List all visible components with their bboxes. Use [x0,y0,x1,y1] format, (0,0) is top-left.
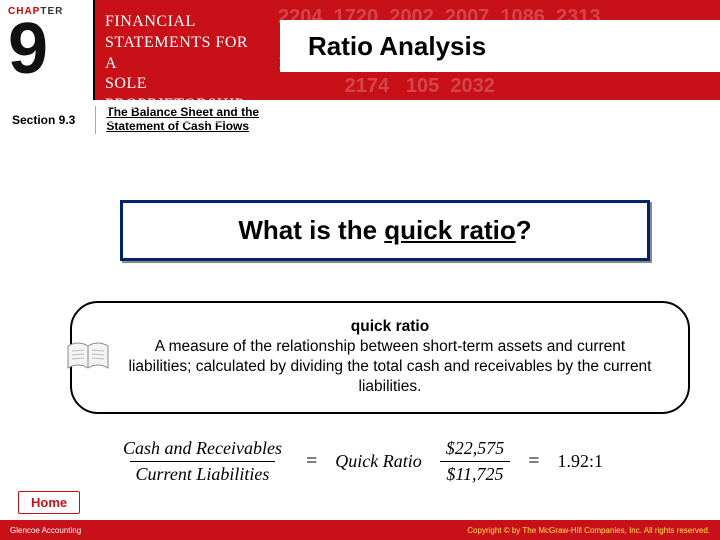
question-box: What is the quick ratio? [120,200,650,261]
subtitle-divider [105,122,260,123]
book-icon [66,340,110,374]
page-title: Ratio Analysis [280,20,720,72]
subtitle-line3: SOLE PROPRIETORSHIP [105,74,260,116]
question-suffix: ? [516,215,532,245]
equals-2: = [528,450,539,473]
footer-right: Copyright © by The McGraw-Hill Companies… [467,526,710,535]
formula-left-num: Cash and Receivables [117,438,288,461]
question-term: quick ratio [384,215,515,245]
subtitle-line1: FINANCIAL [105,12,260,33]
header: CHAPTER 9 FINANCIAL STATEMENTS FOR A SOL… [0,0,720,100]
section-label: Section 9.3 [12,113,75,127]
definition-body: A measure of the relationship between sh… [122,337,658,397]
formula-right-num: $22,575 [440,438,511,461]
home-button[interactable]: Home [18,491,80,514]
formula-left-fraction: Cash and Receivables Current Liabilities [117,438,288,485]
section-divider [95,106,96,134]
definition-term: quick ratio [122,317,658,337]
subtitle-block: FINANCIAL STATEMENTS FOR A SOLE PROPRIET… [95,0,270,100]
formula-right-fraction: $22,575 $11,725 [440,438,511,485]
formula-row: Cash and Receivables Current Liabilities… [0,438,720,485]
formula-right-den: $11,725 [440,461,509,485]
question-prefix: What is the [238,215,384,245]
formula-mid: Quick Ratio [335,451,421,472]
formula-left-den: Current Liabilities [130,461,276,485]
footer-left: Glencoe Accounting [10,526,81,535]
footer: Glencoe Accounting Copyright © by The Mc… [0,520,720,540]
chapter-number: 9 [8,19,93,80]
equals-1: = [306,450,317,473]
title-area: 2204 1720 2002 2007 1086 2313 117 1005 2… [270,0,720,100]
definition-box: quick ratio A measure of the relationshi… [70,301,690,414]
chapter-block: CHAPTER 9 [0,0,95,100]
formula-result: 1.92:1 [558,451,604,472]
subtitle-line2: STATEMENTS FOR A [105,33,260,75]
